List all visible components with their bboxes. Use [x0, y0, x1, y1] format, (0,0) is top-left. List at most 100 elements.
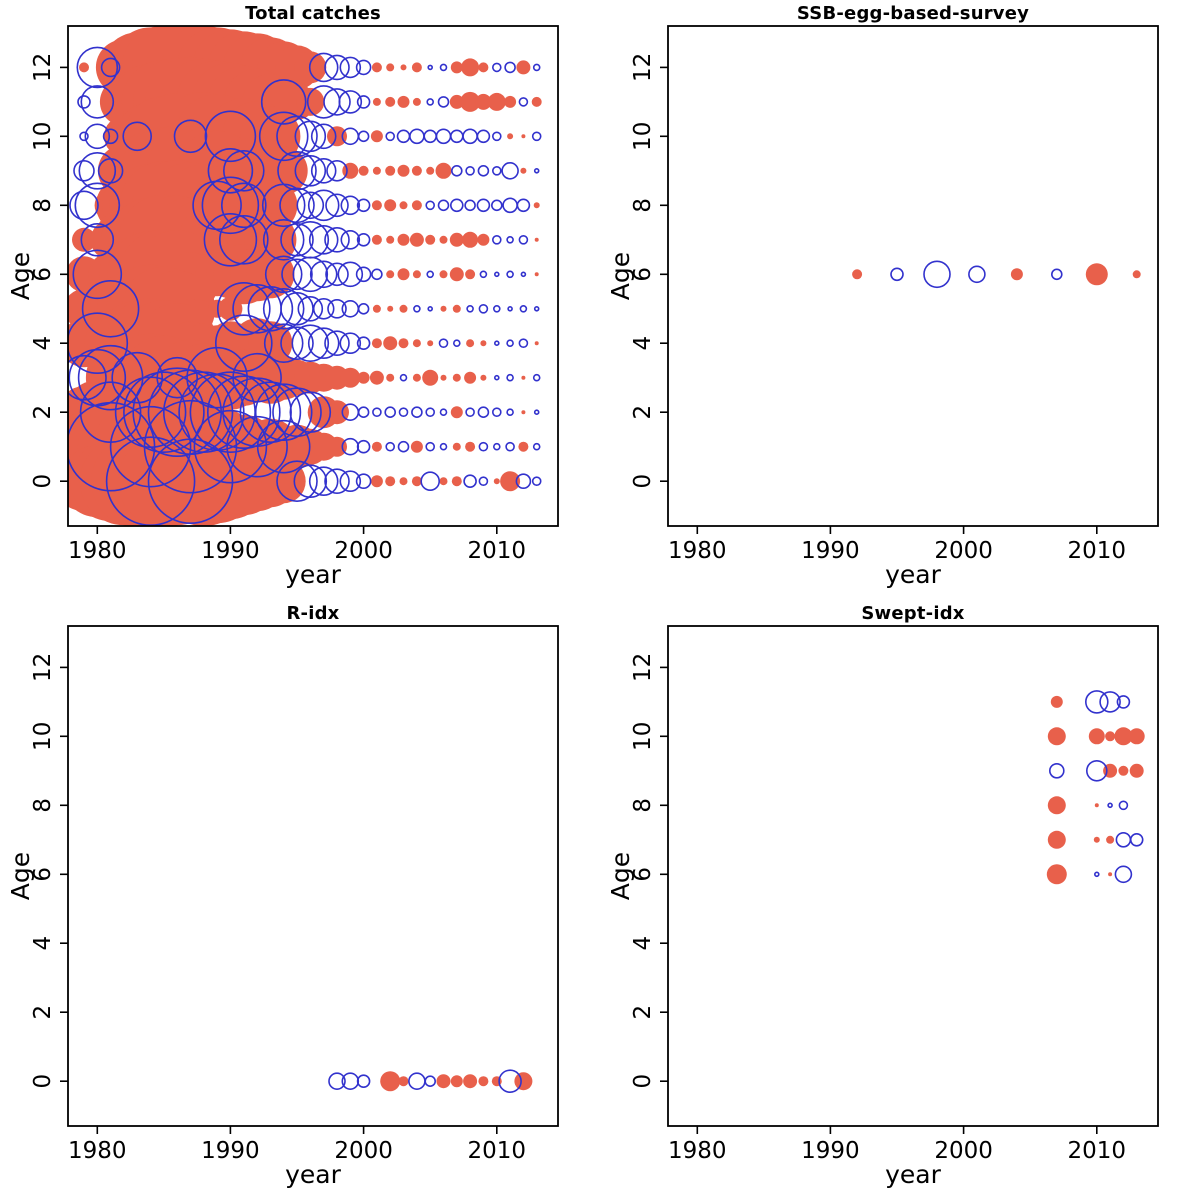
- bubble-negative: [502, 197, 518, 214]
- bubble-negative: [531, 476, 542, 487]
- bubble-negative: [69, 190, 99, 221]
- bubble-negative: [297, 295, 324, 322]
- bubble-negative: [397, 440, 410, 453]
- bubble-positive: [218, 296, 243, 321]
- bubble-positive: [384, 199, 397, 212]
- bubble-positive: [400, 64, 407, 71]
- bubble-negative: [465, 166, 475, 176]
- bubble-negative: [506, 373, 514, 382]
- bubble-negative: [478, 441, 489, 452]
- plot-box: [667, 625, 1159, 1127]
- bubble-positive: [460, 91, 481, 112]
- bubble-negative: [506, 236, 514, 244]
- x-tick-label: 2000: [334, 538, 393, 564]
- y-tick-label: 6: [30, 867, 56, 882]
- x-tick-label: 1980: [68, 1138, 127, 1164]
- bubble-negative: [520, 271, 527, 278]
- swept-idx-plot: 1980 1990 2000 2010 0 2 4 6 8 10 12: [630, 625, 1159, 1164]
- bubble-positive: [520, 167, 527, 174]
- bubble-negative: [464, 199, 476, 212]
- y-tick-label: 0: [30, 474, 56, 489]
- plot-box: [667, 25, 1159, 527]
- bubble-positive: [371, 338, 382, 349]
- bubble-negative: [339, 470, 362, 493]
- bubble-positive: [1105, 731, 1116, 742]
- bubble-positive: [440, 305, 447, 312]
- bubble-positive: [435, 162, 452, 179]
- bubble-negative: [307, 189, 340, 222]
- y-tick-label: 8: [630, 798, 656, 813]
- y-tick-label: 0: [30, 1074, 56, 1089]
- bubble-negative: [435, 128, 452, 145]
- bubble-negative: [294, 155, 327, 187]
- y-tick-label: 12: [30, 53, 56, 82]
- bubble-negative: [439, 442, 448, 451]
- bubble-negative: [423, 129, 438, 144]
- bubble-positive: [440, 374, 447, 381]
- bubble-negative: [81, 279, 140, 338]
- bubble-negative: [356, 336, 371, 351]
- bubble-negative: [516, 198, 531, 213]
- bubble-negative: [76, 46, 119, 89]
- bubble-negative: [215, 314, 273, 373]
- bubble-negative: [338, 90, 363, 114]
- bubble-positive: [380, 1071, 401, 1092]
- x-tick-label: 2010: [468, 1138, 527, 1164]
- bubble-positive: [386, 235, 395, 244]
- bubble-negative: [1048, 763, 1065, 779]
- bubble-negative: [424, 1075, 437, 1088]
- bubble-negative: [72, 249, 123, 300]
- bubble-negative: [385, 131, 396, 142]
- bubble-negative: [477, 406, 490, 419]
- bubble-positive: [516, 60, 531, 75]
- bubble-positive: [372, 166, 381, 175]
- bubble-positive: [371, 62, 382, 73]
- bubble-negative: [262, 219, 305, 261]
- bubble-negative: [201, 176, 260, 235]
- bubble-negative: [79, 131, 89, 142]
- bubble-negative: [217, 281, 271, 336]
- bubble-positive: [452, 373, 461, 382]
- bubble-positive: [521, 410, 526, 415]
- bubble-negative: [426, 270, 435, 279]
- bubble-positive: [409, 232, 424, 247]
- bubble-positive: [412, 97, 421, 106]
- bubble-negative: [463, 474, 477, 489]
- bubble-negative: [189, 371, 272, 454]
- bubble-positive: [1088, 728, 1105, 745]
- bubble-positive: [1132, 270, 1141, 279]
- bubble-positive: [493, 478, 500, 485]
- bubble-positive: [372, 97, 381, 106]
- y-tick-label: 10: [630, 122, 656, 151]
- bubble-negative: [518, 338, 529, 349]
- bubble-negative: [1099, 691, 1121, 713]
- bubble-positive: [1047, 727, 1066, 746]
- panel-swept-idx: Swept-idx 1980 1990 2000 2010 0 2 4 6 8 10 12 year…: [600, 600, 1200, 1200]
- bubble-negative: [310, 123, 337, 150]
- bubble-positive: [450, 406, 463, 419]
- bubble-positive: [296, 87, 325, 116]
- bubble-positive: [386, 373, 395, 382]
- bubble-positive: [477, 233, 490, 246]
- bubble-negative: [193, 409, 268, 484]
- bubble-positive: [385, 165, 396, 176]
- bubble-positive: [1047, 830, 1066, 849]
- bubble-negative: [425, 441, 436, 452]
- x-tick-label: 2010: [1068, 1138, 1127, 1164]
- bubble-positive: [358, 165, 369, 176]
- bubble-positive: [357, 371, 370, 384]
- bubble-negative: [163, 371, 245, 454]
- bubble-negative: [356, 233, 371, 247]
- bubble-positive: [79, 62, 89, 73]
- bubble-negative: [147, 438, 234, 525]
- bubble-negative: [310, 158, 337, 184]
- bubble-positive: [371, 234, 382, 245]
- bubble-negative: [462, 128, 478, 145]
- bubble-positive: [399, 304, 408, 313]
- bubble-positive: [383, 336, 398, 351]
- bubble-negative: [262, 287, 305, 330]
- bubble-negative: [1129, 833, 1144, 847]
- bubble-negative: [293, 464, 328, 499]
- bubble-negative: [291, 324, 330, 363]
